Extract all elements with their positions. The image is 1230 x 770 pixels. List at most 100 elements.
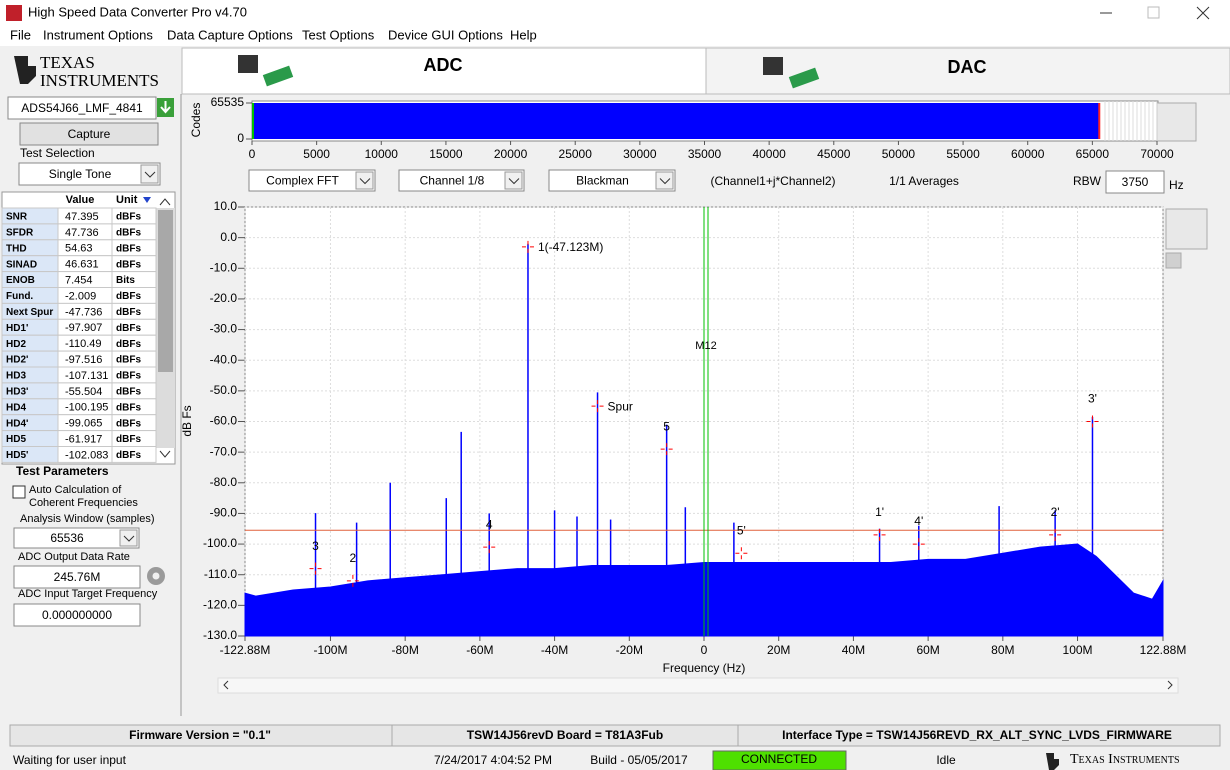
- dropdown-arrow[interactable]: [655, 171, 674, 190]
- rbw[interactable]: 3750: [1122, 175, 1149, 189]
- metric-unit: dBFs: [116, 323, 141, 334]
- annotation-label: 2: [350, 551, 357, 565]
- capture-button-box[interactable]: [19, 122, 159, 146]
- sort-icon: [143, 197, 151, 203]
- y-tick-label: 10.0: [214, 199, 238, 213]
- y-tick-label: -100.0: [203, 536, 237, 550]
- metric-name: SINAD: [6, 259, 37, 270]
- x-tick-label: -122.88M: [220, 643, 271, 657]
- close[interactable]: [1196, 6, 1210, 20]
- x-tick-label: 80M: [991, 643, 1014, 657]
- scroll-arrows: [223, 680, 1173, 690]
- dropdown-arrow[interactable]: [119, 529, 138, 547]
- metric-value: -107.131: [65, 370, 108, 382]
- device-field-box[interactable]: [7, 96, 157, 120]
- menu-item[interactable]: Test Options: [302, 27, 375, 42]
- dac-tab-bg: [705, 47, 1230, 95]
- averages: 1/1 Averages: [889, 174, 959, 188]
- expression: (Channel1+j*Channel2): [710, 174, 835, 188]
- fft-zoom-tools[interactable]: [1165, 208, 1208, 250]
- window-function[interactable]: Blackman: [576, 174, 629, 188]
- metric-value: -55.504: [65, 386, 102, 398]
- metric-unit: dBFs: [116, 339, 141, 350]
- test-selection-box[interactable]: [18, 162, 161, 186]
- metric-value: -97.907: [65, 322, 102, 334]
- dropdown-arrow[interactable]: [504, 171, 523, 190]
- metric-unit: dBFs: [116, 291, 141, 302]
- fft-type-box[interactable]: [248, 169, 376, 192]
- chevron: [123, 535, 135, 542]
- window-title: High Speed Data Converter Pro v4.70: [28, 4, 247, 19]
- label: ADC Input Target Frequency: [18, 588, 158, 600]
- metric-unit: dBFs: [116, 434, 141, 445]
- metric-unit: dBFs: [116, 259, 141, 270]
- input-frequency[interactable]: 0.000000000: [42, 608, 112, 622]
- channel-box[interactable]: [398, 169, 525, 192]
- rbw-unit: Hz: [1169, 178, 1184, 192]
- metric-name: SFDR: [6, 227, 34, 238]
- row-cell: [111, 446, 157, 463]
- x-tick-label: 60M: [916, 643, 939, 657]
- annotation-label: 1(-47.123M): [538, 240, 603, 254]
- x-tick-label: 15000: [429, 147, 463, 161]
- x-tick-label: 122.88M: [1140, 643, 1187, 657]
- logo-text: INSTRUMENTS: [40, 71, 159, 90]
- annotation-marker: [521, 240, 534, 253]
- rbw-box[interactable]: [1105, 170, 1165, 194]
- status-connection: CONNECTED: [741, 752, 817, 766]
- window-function-box[interactable]: [548, 169, 676, 192]
- test-selection[interactable]: Single Tone: [49, 167, 112, 181]
- metric-value: -100.195: [65, 402, 108, 414]
- annotation-marker: [873, 528, 886, 541]
- annotation-marker: [309, 562, 322, 575]
- menu-item[interactable]: Device GUI Options: [388, 27, 503, 42]
- menu-item[interactable]: Help: [510, 27, 537, 42]
- table-scroll-thumb[interactable]: [158, 210, 173, 372]
- metric-unit: dBFs: [116, 355, 141, 366]
- fft-type[interactable]: Complex FFT: [266, 174, 339, 188]
- annotation-label: 5': [737, 523, 746, 537]
- tab[interactable]: ADC: [424, 55, 463, 75]
- x-tick-label: 10000: [365, 147, 399, 161]
- metric-name: HD2': [6, 355, 28, 366]
- maximize[interactable]: [1147, 6, 1160, 19]
- channel[interactable]: Channel 1/8: [420, 174, 485, 188]
- codes-zoom-tools[interactable]: [1156, 102, 1197, 142]
- fft-scrollbar[interactable]: [217, 677, 1179, 694]
- device-field[interactable]: ADS54J66_LMF_4841: [21, 101, 143, 115]
- analysis-window-box[interactable]: [13, 527, 140, 549]
- metric-value: 47.395: [65, 211, 99, 223]
- annotation-marker: [591, 400, 604, 413]
- annotation-label: 4: [486, 517, 493, 531]
- dropdown-arrow[interactable]: [140, 164, 159, 184]
- label: Test Selection: [20, 146, 95, 160]
- dropdown-arrow[interactable]: [355, 171, 374, 190]
- chevron: [144, 171, 156, 178]
- status-build: Build - 05/05/2017: [590, 753, 688, 767]
- metric-name: HD3: [6, 371, 26, 382]
- input-frequency-box[interactable]: [13, 603, 141, 627]
- x-tick-label: -40M: [541, 643, 568, 657]
- analysis-window[interactable]: 65536: [50, 531, 84, 545]
- y-tick-label: -90.0: [210, 506, 238, 520]
- menu-item[interactable]: Instrument Options: [43, 27, 153, 42]
- menu-item[interactable]: Data Capture Options: [167, 27, 293, 42]
- label: ADC Output Data Rate: [18, 551, 130, 563]
- pc-icon: [763, 57, 783, 75]
- y-tick-label: -70.0: [210, 444, 238, 458]
- capture-button[interactable]: Capture: [68, 127, 111, 141]
- menu-item[interactable]: File: [10, 27, 31, 42]
- y-tick-label: -80.0: [210, 475, 238, 489]
- metric-unit: dBFs: [116, 402, 141, 413]
- fft-zoom-reset[interactable]: [1165, 252, 1182, 269]
- checkbox[interactable]: [12, 485, 26, 499]
- metric-name: HD5: [6, 434, 26, 445]
- tab[interactable]: DAC: [948, 57, 987, 77]
- checkbox-label: Auto Calculation of: [29, 484, 122, 496]
- y-tick-label: -110.0: [204, 567, 237, 581]
- status-cell: [737, 724, 1221, 747]
- menu-bar: [0, 27, 1230, 46]
- output-rate-box[interactable]: [13, 565, 141, 589]
- annotation-marker: [735, 547, 748, 560]
- output-rate[interactable]: 245.76M: [54, 570, 101, 584]
